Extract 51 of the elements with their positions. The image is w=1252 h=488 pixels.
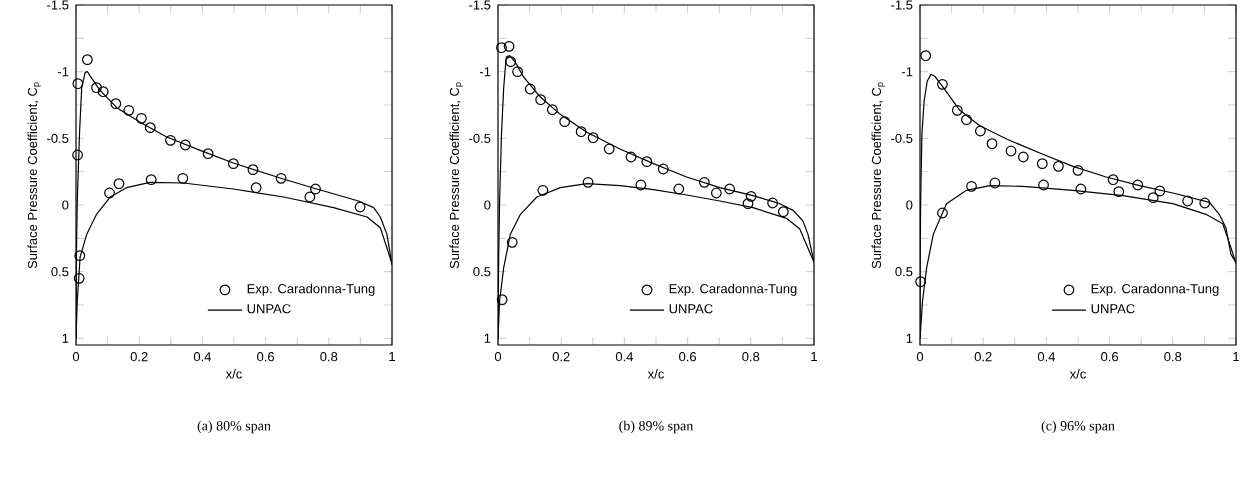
x-tick-label: 1 bbox=[389, 352, 395, 362]
y-axis-title: Surface Pressure Coefficient, C$_{p}$ bbox=[449, 82, 463, 269]
x-tick-label: 0.6 bbox=[1101, 352, 1119, 362]
legend-label: UNPAC bbox=[1091, 304, 1135, 314]
x-tick-label: 0 bbox=[494, 352, 502, 362]
y-tick-label: 0 bbox=[906, 200, 913, 210]
text: (a) 80% span bbox=[197, 420, 271, 434]
x-axis-title: x/c bbox=[647, 369, 664, 379]
text: (b) 89% span bbox=[619, 420, 694, 434]
y-tick-label: -0.5 bbox=[891, 133, 913, 143]
y-axis-title: Surface Pressure Coefficient, C$_{p}$ bbox=[871, 82, 885, 269]
legend-label: UNPAC bbox=[247, 304, 291, 314]
y-tick-label: -1 bbox=[479, 67, 491, 77]
x-tick-label: 1 bbox=[811, 352, 817, 362]
y-tick-label: 1 bbox=[62, 333, 69, 343]
x-axis-title: x/c bbox=[225, 369, 242, 379]
x-tick-label: 0.2 bbox=[552, 352, 570, 362]
y-tick-label: 0.5 bbox=[473, 267, 491, 277]
y-tick-label: 1 bbox=[484, 333, 491, 343]
x-tick-label: 0 bbox=[916, 352, 924, 362]
y-tick-label: -1 bbox=[901, 67, 913, 77]
y-axis-title: Surface Pressure Coefficient, C$_{p}$ bbox=[27, 82, 41, 269]
y-tick-label: -1 bbox=[57, 67, 69, 77]
y-tick-label: 0.5 bbox=[895, 267, 913, 277]
x-tick-label: 0.4 bbox=[193, 352, 212, 362]
x-tick-label: 0.4 bbox=[1037, 352, 1056, 362]
x-tick-label: 0.2 bbox=[974, 352, 992, 362]
y-tick-label: -1.5 bbox=[469, 0, 491, 10]
y-tick-label: 0.5 bbox=[51, 267, 69, 277]
x-tick-label: 0.6 bbox=[257, 352, 275, 362]
legend-label: Exp. Caradonna-Tung bbox=[247, 283, 375, 296]
x-tick-label: 0.8 bbox=[1164, 352, 1182, 362]
y-tick-label: 0 bbox=[62, 200, 69, 210]
y-tick-label: 0 bbox=[484, 200, 491, 210]
legend-label: Exp. Caradonna-Tung bbox=[1091, 283, 1219, 296]
y-tick-label: -1.5 bbox=[891, 0, 913, 10]
x-tick-label: 0.4 bbox=[615, 352, 634, 362]
y-tick-label: 1 bbox=[906, 333, 913, 343]
x-tick-label: 0.8 bbox=[742, 352, 760, 362]
y-tick-label: -0.5 bbox=[469, 133, 491, 143]
legend-label: UNPAC bbox=[669, 304, 713, 314]
x-tick-label: 0.2 bbox=[130, 352, 148, 362]
x-tick-label: 1 bbox=[1233, 352, 1239, 362]
x-tick-label: 0 bbox=[72, 352, 80, 362]
text: (c) 96% span bbox=[1041, 420, 1115, 434]
x-axis-title: x/c bbox=[1069, 369, 1086, 379]
x-tick-label: 0.8 bbox=[320, 352, 338, 362]
y-tick-label: -1.5 bbox=[47, 0, 69, 10]
x-tick-label: 0.6 bbox=[679, 352, 697, 362]
legend-label: Exp. Caradonna-Tung bbox=[669, 283, 797, 296]
y-tick-label: -0.5 bbox=[47, 133, 69, 143]
